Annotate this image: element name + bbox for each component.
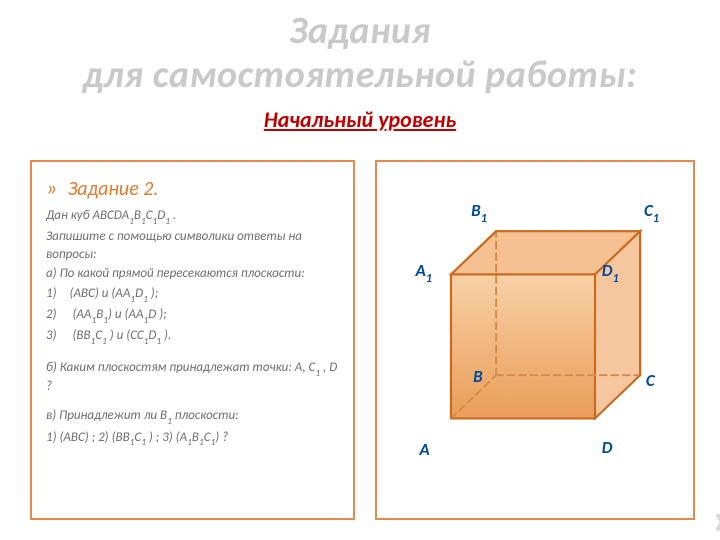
vertex-label-c: C	[646, 370, 655, 391]
cube-diagram: ADBCA1D1B1C1	[427, 202, 667, 462]
raquo-icon: »	[46, 174, 57, 201]
vertex-label-b1: B1	[471, 200, 487, 224]
task-line: б) Каким плоскостям принадлежат точки: А…	[46, 359, 343, 396]
task-title-text: Задание 2.	[68, 177, 159, 201]
task-line: 2) (АА1В1) и (АА1D );	[46, 306, 343, 325]
vertex-label-d: D	[602, 437, 613, 458]
vertex-label-b: B	[473, 366, 483, 387]
vertex-label-a: A	[419, 439, 429, 460]
task-line: Дан куб ABCDA1B1C1D1 .	[46, 207, 343, 226]
left-panel: » Задание 2. Дан куб ABCDA1B1C1D1 . Запиш…	[30, 160, 355, 520]
task-line: Запишите с помощью символики ответы на в…	[46, 228, 343, 263]
slide-subtitle: Начальный уровень	[0, 107, 720, 132]
task-line: 3) (ВВ1С1 ) и (СС1D1 ).	[46, 327, 343, 346]
right-panel: A D B C A1 D1 B1 C1	[375, 160, 695, 520]
vertex-label-c1: C1	[644, 200, 659, 224]
task-title: » Задание 2.	[46, 174, 343, 201]
task-line: 1) (АВС) ; 2) (ВВ1С1 ) ; 3) (А1В1С1) ?	[46, 429, 343, 448]
task-line: в) Принадлежит ли В1 плоскости:	[46, 407, 343, 426]
vertex-label-d1: D1	[602, 260, 619, 284]
task-line: а) По какой прямой пересекаются плоскост…	[46, 265, 343, 283]
task-body: Дан куб ABCDA1B1C1D1 . Запишите с помощью…	[46, 207, 343, 448]
slide-title: Заданиядля самостоятельной работы:	[0, 10, 720, 97]
vertex-label-a1: A1	[415, 260, 432, 284]
task-line: 1) (АВС) и (АА1D1 );	[46, 285, 343, 304]
